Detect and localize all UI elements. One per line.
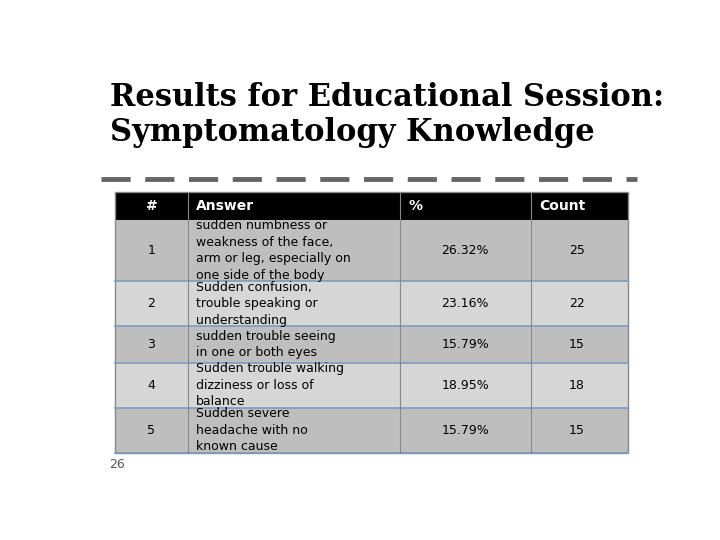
Bar <box>115 220 629 281</box>
Text: 5: 5 <box>148 424 156 437</box>
Text: 15.79%: 15.79% <box>441 424 489 437</box>
Text: Sudden trouble walking
dizziness or loss of
balance: Sudden trouble walking dizziness or loss… <box>196 362 344 408</box>
Text: 23.16%: 23.16% <box>441 298 489 310</box>
Text: %: % <box>408 199 422 213</box>
Text: 26: 26 <box>109 458 125 471</box>
Bar <box>115 408 629 453</box>
Text: Answer: Answer <box>196 199 254 213</box>
Bar <box>115 192 629 453</box>
Text: 18.95%: 18.95% <box>441 379 489 392</box>
Text: 18: 18 <box>569 379 585 392</box>
Text: 1: 1 <box>148 244 156 257</box>
Text: Sudden confusion,
trouble speaking or
understanding: Sudden confusion, trouble speaking or un… <box>196 281 318 327</box>
Text: Symptomatology Knowledge: Symptomatology Knowledge <box>109 117 594 148</box>
Text: 4: 4 <box>148 379 156 392</box>
Text: 2: 2 <box>148 298 156 310</box>
Text: 15: 15 <box>569 424 585 437</box>
Text: Count: Count <box>539 199 585 213</box>
Text: 15: 15 <box>569 338 585 351</box>
Text: Results for Educational Session:: Results for Educational Session: <box>109 82 664 113</box>
Text: 25: 25 <box>569 244 585 257</box>
Text: sudden trouble seeing
in one or both eyes: sudden trouble seeing in one or both eye… <box>196 330 336 360</box>
Text: Sudden severe
headache with no
known cause: Sudden severe headache with no known cau… <box>196 407 307 453</box>
Text: 22: 22 <box>569 298 585 310</box>
Text: 26.32%: 26.32% <box>441 244 489 257</box>
Text: 3: 3 <box>148 338 156 351</box>
Bar <box>115 363 629 408</box>
Bar <box>115 192 629 220</box>
Text: #: # <box>145 199 157 213</box>
Text: 15.79%: 15.79% <box>441 338 489 351</box>
Bar <box>115 281 629 326</box>
Bar <box>115 326 629 363</box>
Text: sudden numbness or
weakness of the face,
arm or leg, especially on
one side of t: sudden numbness or weakness of the face,… <box>196 219 351 282</box>
